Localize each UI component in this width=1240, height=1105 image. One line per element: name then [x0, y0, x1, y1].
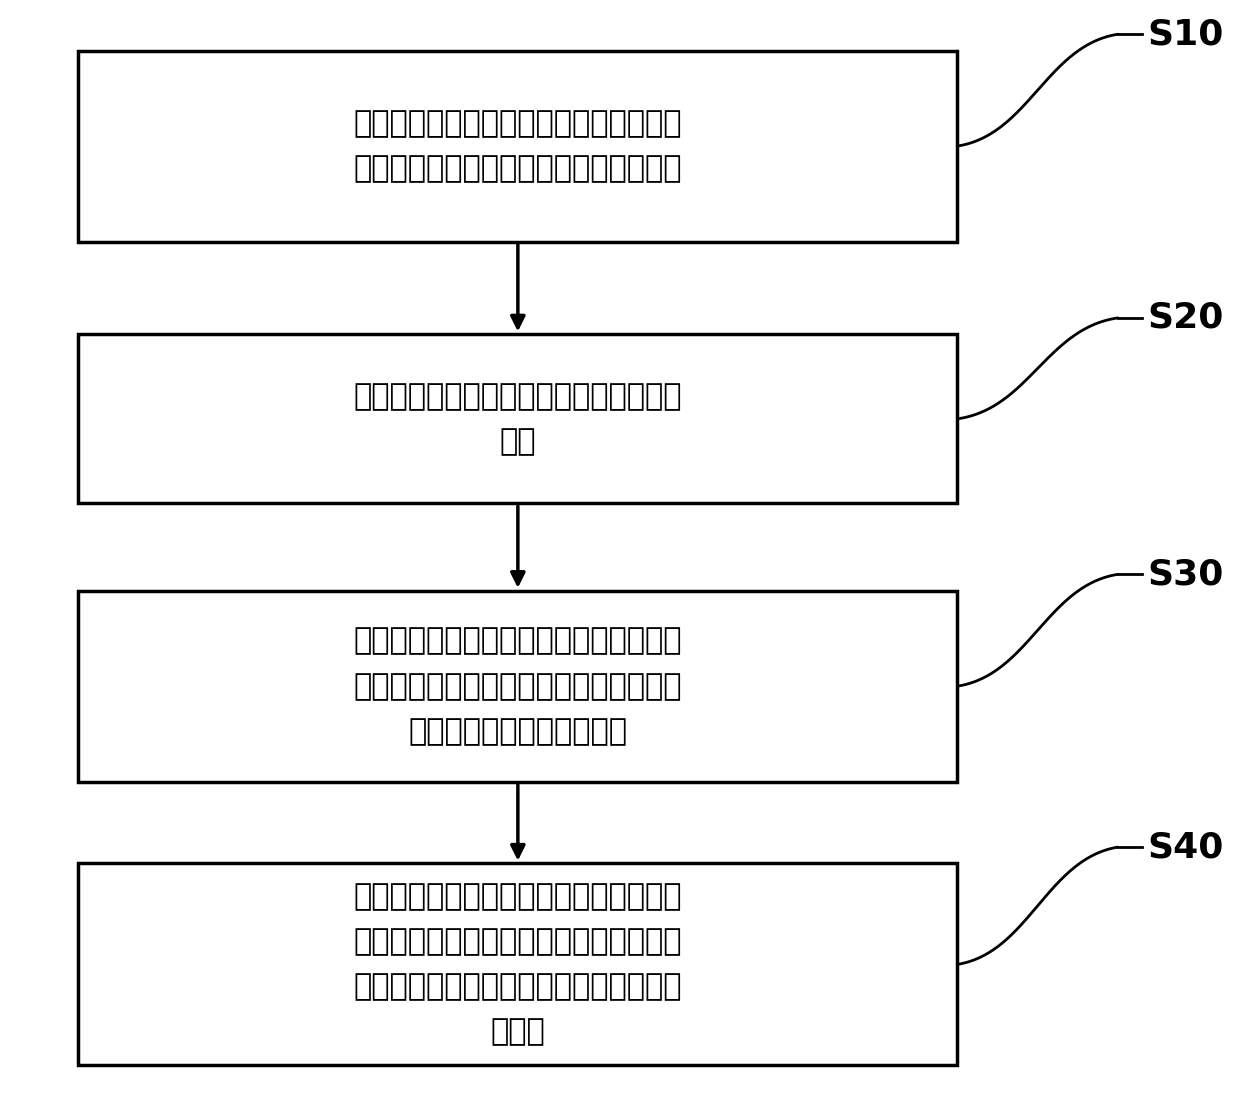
- Text: S40: S40: [1147, 830, 1224, 864]
- Bar: [78, 51, 957, 242]
- Bar: [78, 863, 957, 1065]
- Text: 根据待生成部分相干光的相干性确定其在
对应人工微结构区域各元胞位置处的相位: 根据待生成部分相干光的相干性确定其在 对应人工微结构区域各元胞位置处的相位: [353, 109, 682, 183]
- Text: S10: S10: [1147, 18, 1224, 51]
- Text: S30: S30: [1147, 557, 1224, 591]
- Text: 将具有不同的旋转角度的纳米元胞在对应
的元胞位置处进行排布，构建用于实现光
束相干性调控的人工微结构: 将具有不同的旋转角度的纳米元胞在对应 的元胞位置处进行排布，构建用于实现光 束相…: [353, 627, 682, 746]
- Text: 将聚焦后的光束入射到构建的人工微结构
表面，根据需求选取所述人工微结构的入
射区域，并获得相应相干度大小的部分相
干光束: 将聚焦后的光束入射到构建的人工微结构 表面，根据需求选取所述人工微结构的入 射区…: [353, 882, 682, 1046]
- Bar: [78, 335, 957, 504]
- Bar: [78, 591, 957, 781]
- Text: S20: S20: [1147, 301, 1224, 335]
- Text: 计算各元胞位置处所排布纳米元胞的旋转
角度: 计算各元胞位置处所排布纳米元胞的旋转 角度: [353, 382, 682, 456]
